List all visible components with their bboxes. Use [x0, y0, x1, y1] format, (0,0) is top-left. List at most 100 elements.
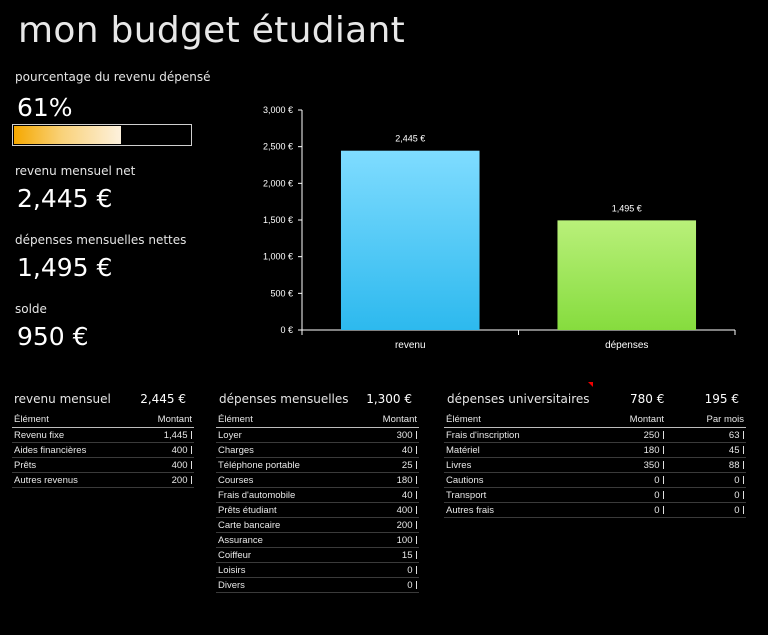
table-row[interactable]: Divers 0 [216, 577, 419, 593]
cell-item[interactable]: Loisirs [216, 562, 357, 578]
table-row[interactable]: Cautions 0 0 [444, 472, 746, 488]
income-table-total: 2,445 € [140, 392, 186, 406]
expenses-value: 1,495 € [17, 253, 113, 282]
table-row[interactable]: Loyer 300 [216, 427, 419, 443]
table-row[interactable]: Prêts 400 [12, 457, 194, 473]
data-bar-marker [662, 490, 664, 499]
cell-value: 250 [643, 429, 660, 441]
cell-item[interactable]: Carte bancaire [216, 517, 357, 533]
cell-item[interactable]: Divers [216, 577, 357, 593]
cell-item[interactable]: Autres frais [444, 502, 592, 518]
cell-amount[interactable]: 300 [356, 427, 419, 443]
cell-item[interactable]: Revenu fixe [12, 427, 134, 443]
cell-amount[interactable]: 350 [592, 457, 666, 473]
cell-month[interactable]: 0 [666, 472, 746, 488]
cell-item[interactable]: Charges [216, 442, 357, 458]
cell-item[interactable]: Aides financières [12, 442, 134, 458]
expenses-table-header: dépenses mensuelles 1,300 € [219, 392, 412, 406]
cell-amount[interactable]: 25 [356, 457, 419, 473]
data-bar-marker [190, 445, 192, 454]
cell-item[interactable]: Cautions [444, 472, 592, 488]
table-row[interactable]: Coiffeur 15 [216, 547, 419, 563]
table-row[interactable]: Revenu fixe 1,445 [12, 427, 194, 443]
cell-amount[interactable]: 200 [356, 517, 419, 533]
balance-value: 950 € [17, 322, 89, 351]
table-row[interactable]: Téléphone portable 25 [216, 457, 419, 473]
cell-item[interactable]: Téléphone portable [216, 457, 357, 473]
cell-value: 200 [396, 519, 413, 531]
cell-comment-indicator[interactable] [588, 382, 593, 387]
cell-month[interactable]: 0 [666, 502, 746, 518]
cell-item[interactable]: Transport [444, 487, 592, 503]
income-value: 2,445 € [17, 184, 113, 213]
cell-amount[interactable]: 40 [356, 442, 419, 458]
table-row[interactable]: Prêts étudiant 400 [216, 502, 419, 518]
table-row[interactable]: Courses 180 [216, 472, 419, 488]
cell-value: 88 [728, 459, 740, 471]
cell-item[interactable]: Prêts étudiant [216, 502, 357, 518]
data-bar-marker [742, 490, 744, 499]
table-row[interactable]: Loisirs 0 [216, 562, 419, 578]
cell-amount[interactable]: 100 [356, 532, 419, 548]
cell-amount[interactable]: 250 [592, 427, 666, 443]
cell-amount[interactable]: 400 [133, 457, 194, 473]
cell-amount[interactable]: 0 [592, 472, 666, 488]
cell-month[interactable]: 0 [666, 487, 746, 503]
cell-item[interactable]: Courses [216, 472, 357, 488]
income-label: revenu mensuel net [15, 164, 136, 178]
table-row[interactable]: Frais d'automobile 40 [216, 487, 419, 503]
table-row[interactable]: Charges 40 [216, 442, 419, 458]
data-bar-marker [742, 475, 744, 484]
table-row[interactable]: Transport 0 0 [444, 487, 746, 503]
table-row[interactable]: Carte bancaire 200 [216, 517, 419, 533]
cell-value: 180 [643, 444, 660, 456]
data-bar-marker [662, 475, 664, 484]
university-table-header: dépenses universitaires 780 € 195 € [447, 392, 739, 406]
bar-revenu [340, 150, 480, 330]
income-vs-expenses-chart: 0 € 500 € 1,000 € 1,500 € 2,000 € 2,500 € 3,00… [263, 105, 736, 351]
data-bar-marker [415, 505, 417, 514]
cell-item[interactable]: Assurance [216, 532, 357, 548]
cell-value: 0 [654, 504, 660, 516]
cell-amount[interactable]: 400 [356, 502, 419, 518]
cell-amount[interactable]: 15 [356, 547, 419, 563]
table-row[interactable]: Assurance 100 [216, 532, 419, 548]
cell-amount[interactable]: 0 [592, 502, 666, 518]
table-row[interactable]: Livres 350 88 [444, 457, 746, 473]
column-header-per-month: Par mois [666, 413, 746, 428]
percent-spent-label: pourcentage du revenu dépensé [15, 70, 211, 84]
cell-amount[interactable]: 180 [592, 442, 666, 458]
cell-amount[interactable]: 400 [133, 442, 194, 458]
cell-value: 400 [171, 459, 188, 471]
cell-month[interactable]: 45 [666, 442, 746, 458]
table-row[interactable]: Aides financières 400 [12, 442, 194, 458]
cell-amount[interactable]: 0 [592, 487, 666, 503]
cell-item[interactable]: Matériel [444, 442, 592, 458]
cell-value: 0 [407, 579, 413, 591]
cell-item[interactable]: Frais d'inscription [444, 427, 592, 443]
data-bar-marker [415, 475, 417, 484]
table-row[interactable]: Autres revenus 200 [12, 472, 194, 488]
table-row[interactable]: Autres frais 0 0 [444, 502, 746, 518]
cell-item[interactable]: Livres [444, 457, 592, 473]
cell-value: 400 [396, 504, 413, 516]
table-row[interactable]: Matériel 180 45 [444, 442, 746, 458]
cell-amount[interactable]: 1,445 [133, 427, 194, 443]
y-tick-label: 0 € [280, 325, 293, 335]
cell-item[interactable]: Autres revenus [12, 472, 134, 488]
table-row[interactable]: Frais d'inscription 250 63 [444, 427, 746, 443]
cell-amount[interactable]: 200 [133, 472, 194, 488]
cell-amount[interactable]: 0 [356, 562, 419, 578]
cell-item[interactable]: Loyer [216, 427, 357, 443]
cell-value: 15 [401, 549, 413, 561]
cell-item[interactable]: Frais d'automobile [216, 487, 357, 503]
column-header-item: Élément [216, 413, 357, 428]
cell-amount[interactable]: 40 [356, 487, 419, 503]
cell-item[interactable]: Prêts [12, 457, 134, 473]
cell-amount[interactable]: 0 [356, 577, 419, 593]
university-table-month-total: 195 € [704, 392, 739, 406]
cell-month[interactable]: 63 [666, 427, 746, 443]
cell-amount[interactable]: 180 [356, 472, 419, 488]
cell-item[interactable]: Coiffeur [216, 547, 357, 563]
cell-month[interactable]: 88 [666, 457, 746, 473]
